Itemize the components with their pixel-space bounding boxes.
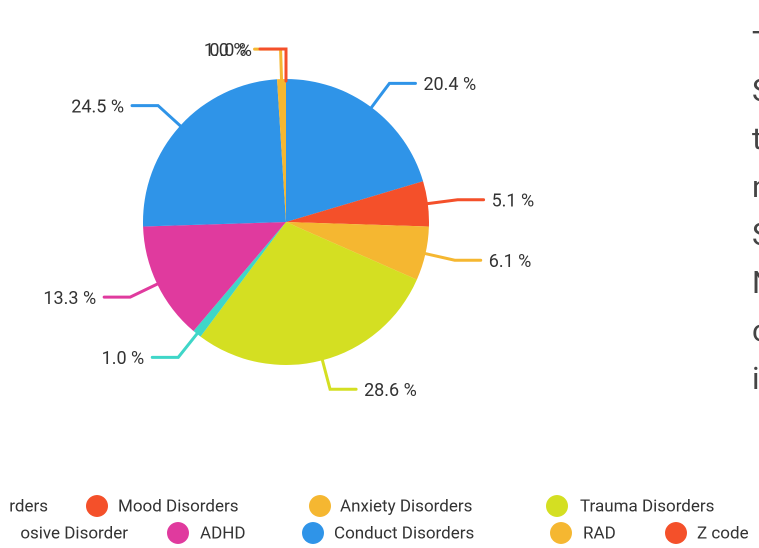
data-label: 1.0 % — [204, 40, 247, 61]
legend-swatch — [309, 495, 331, 517]
leader-line — [102, 281, 161, 299]
legend-label: RAD — [583, 523, 616, 543]
legend-label: Conduct Disorders — [334, 523, 474, 543]
leader-line — [253, 47, 284, 83]
side-text: T — [752, 24, 759, 61]
legend-swatch — [550, 522, 572, 544]
pie-slice — [193, 222, 286, 337]
side-text: S — [752, 72, 759, 109]
pie-slice — [277, 79, 286, 222]
pie-slice — [286, 181, 429, 227]
data-label: 1.0 % — [102, 348, 145, 369]
legend-label: Anxiety Disorders — [340, 496, 472, 516]
pie-slice — [286, 222, 429, 280]
pie-slice — [286, 79, 424, 222]
leader-line — [258, 47, 288, 83]
legend-swatch — [546, 495, 568, 517]
data-label: 20.4 % — [423, 74, 476, 95]
pie-slice — [143, 79, 286, 227]
legend-swatch — [665, 522, 687, 544]
leader-line — [368, 81, 417, 111]
leader-line — [320, 356, 358, 391]
data-label: 24.5 % — [71, 96, 124, 117]
side-text: S — [752, 216, 759, 253]
legend-label: rders — [9, 496, 48, 516]
legend-label: osive Disorder — [20, 523, 128, 543]
legend-swatch — [302, 522, 324, 544]
legend-label: Trauma Disorders — [580, 496, 714, 516]
leader-line — [422, 251, 483, 262]
side-text: N — [752, 264, 759, 301]
leader-line — [424, 198, 486, 206]
side-text: t — [752, 120, 759, 157]
pie-slice — [143, 222, 286, 332]
side-text: i — [752, 360, 759, 397]
side-text: n — [752, 168, 759, 205]
data-label: 5.1 % — [492, 191, 535, 212]
legend-swatch — [167, 522, 189, 544]
data-label: 0.0 % — [209, 40, 252, 61]
leader-line — [130, 104, 184, 129]
legend-label: Z code — [697, 523, 749, 543]
legend-swatch — [86, 495, 108, 517]
legend-label: ADHD — [200, 523, 246, 543]
data-label: 28.6 % — [364, 380, 417, 401]
leader-line — [150, 330, 200, 359]
legend-label: Mood Disorders — [118, 496, 239, 516]
data-label: 13.3 % — [43, 288, 96, 309]
pie-slice — [200, 222, 417, 365]
side-text: c — [752, 312, 759, 349]
data-label: 6.1 % — [489, 251, 532, 272]
